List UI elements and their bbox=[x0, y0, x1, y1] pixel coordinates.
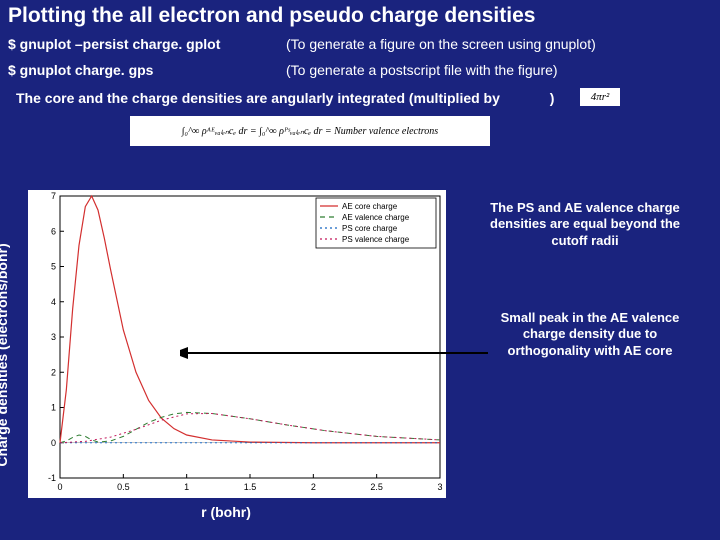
svg-text:2: 2 bbox=[51, 367, 56, 377]
svg-text:PS valence charge: PS valence charge bbox=[342, 235, 410, 244]
svg-text:2: 2 bbox=[311, 482, 316, 492]
svg-text:7: 7 bbox=[51, 191, 56, 201]
equation-main: ∫₀^∞ ρᴬᴱᵥₐₗₑₙcₑ dr = ∫₀^∞ ρᴾˢᵥₐₗₑₙcₑ dr … bbox=[130, 116, 490, 146]
svg-text:AE valence charge: AE valence charge bbox=[342, 213, 410, 222]
svg-text:0.5: 0.5 bbox=[117, 482, 130, 492]
svg-text:PS core charge: PS core charge bbox=[342, 224, 398, 233]
arrow-annotation-b bbox=[180, 338, 490, 368]
integration-text-a: The core and the charge densities are an… bbox=[16, 90, 500, 106]
svg-text:1: 1 bbox=[51, 403, 56, 413]
svg-text:3: 3 bbox=[437, 482, 442, 492]
chart-xlabel: r (bohr) bbox=[201, 504, 251, 520]
svg-text:4: 4 bbox=[51, 297, 56, 307]
cmd-row-1: $ gnuplot –persist charge. gplot bbox=[8, 36, 220, 52]
integration-text-b: ) bbox=[550, 90, 555, 106]
annotation-b: Small peak in the AE valence charge dens… bbox=[480, 310, 700, 359]
svg-text:0: 0 bbox=[51, 438, 56, 448]
svg-text:1: 1 bbox=[184, 482, 189, 492]
equation-small: 4πr² bbox=[580, 88, 620, 106]
svg-text:-1: -1 bbox=[48, 473, 56, 483]
page-title: Plotting the all electron and pseudo cha… bbox=[8, 4, 712, 28]
annotation-a: The PS and AE valence charge densities a… bbox=[480, 200, 690, 249]
cmd-desc-2: (To generate a postscript file with the … bbox=[286, 62, 558, 78]
svg-text:6: 6 bbox=[51, 226, 56, 236]
svg-text:2.5: 2.5 bbox=[370, 482, 383, 492]
cmd-text: $ gnuplot –persist charge. gplot bbox=[8, 36, 220, 52]
svg-text:3: 3 bbox=[51, 332, 56, 342]
chart-ylabel: Charge densities (electrons/bohr) bbox=[0, 243, 10, 466]
svg-text:1.5: 1.5 bbox=[244, 482, 257, 492]
svg-text:0: 0 bbox=[57, 482, 62, 492]
cmd-desc-1: (To generate a figure on the screen usin… bbox=[286, 36, 596, 52]
svg-text:5: 5 bbox=[51, 262, 56, 272]
cmd-text: $ gnuplot charge. gps bbox=[8, 62, 153, 78]
cmd-row-2: $ gnuplot charge. gps bbox=[8, 62, 153, 78]
svg-text:AE core charge: AE core charge bbox=[342, 202, 398, 211]
